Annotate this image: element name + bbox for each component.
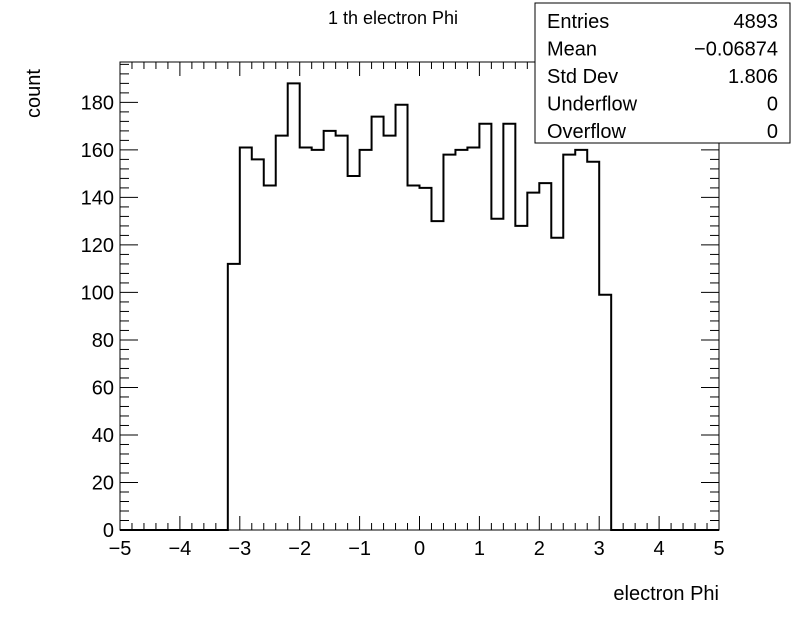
y-tick-label: 100 xyxy=(81,282,114,304)
y-tick-label: 20 xyxy=(92,472,114,494)
stats-value: 1.806 xyxy=(728,66,778,88)
stats-box: Entries 4893 Mean −0.06874 Std Dev 1.806 Under… xyxy=(534,2,791,144)
chart-title: 1 th electron Phi xyxy=(328,8,458,28)
x-tick-label: −3 xyxy=(228,538,251,560)
stats-label: Entries xyxy=(547,11,609,33)
x-tick-label: 4 xyxy=(654,538,665,560)
y-tick-label: 60 xyxy=(92,377,114,399)
stats-value: 4893 xyxy=(734,11,779,33)
x-tick-label: 5 xyxy=(713,538,724,560)
stats-label: Underflow xyxy=(547,94,638,116)
stats-value: 0 xyxy=(767,121,778,143)
y-tick-label: 80 xyxy=(92,330,114,352)
histogram-outline xyxy=(120,82,719,531)
x-axis-title: electron Phi xyxy=(613,583,719,605)
y-tick-label: 120 xyxy=(81,235,114,257)
y-tick-label: 40 xyxy=(92,425,114,447)
y-tick-label: 180 xyxy=(81,92,114,114)
x-tick-label: −2 xyxy=(288,538,311,560)
stats-value: 0 xyxy=(767,94,778,116)
x-tick-label: 3 xyxy=(594,538,605,560)
x-tick-label: 2 xyxy=(534,538,545,560)
stats-label: Mean xyxy=(547,39,597,61)
y-axis-title: count xyxy=(23,69,45,118)
y-axis: 0 20 40 60 80 100 120 140 160 180 xyxy=(81,63,719,542)
stats-label: Overflow xyxy=(547,121,626,143)
stats-box-frame xyxy=(534,2,791,144)
x-tick-label: 0 xyxy=(414,538,425,560)
stats-label: Std Dev xyxy=(547,66,618,88)
x-tick-label: −1 xyxy=(348,538,371,560)
x-tick-label: 1 xyxy=(474,538,485,560)
x-tick-label: −5 xyxy=(109,538,132,560)
y-tick-label: 160 xyxy=(81,140,114,162)
x-tick-label: −4 xyxy=(168,538,191,560)
y-tick-label: 140 xyxy=(81,187,114,209)
y-tick-label: 0 xyxy=(103,520,114,542)
stats-value: −0.06874 xyxy=(694,39,778,61)
